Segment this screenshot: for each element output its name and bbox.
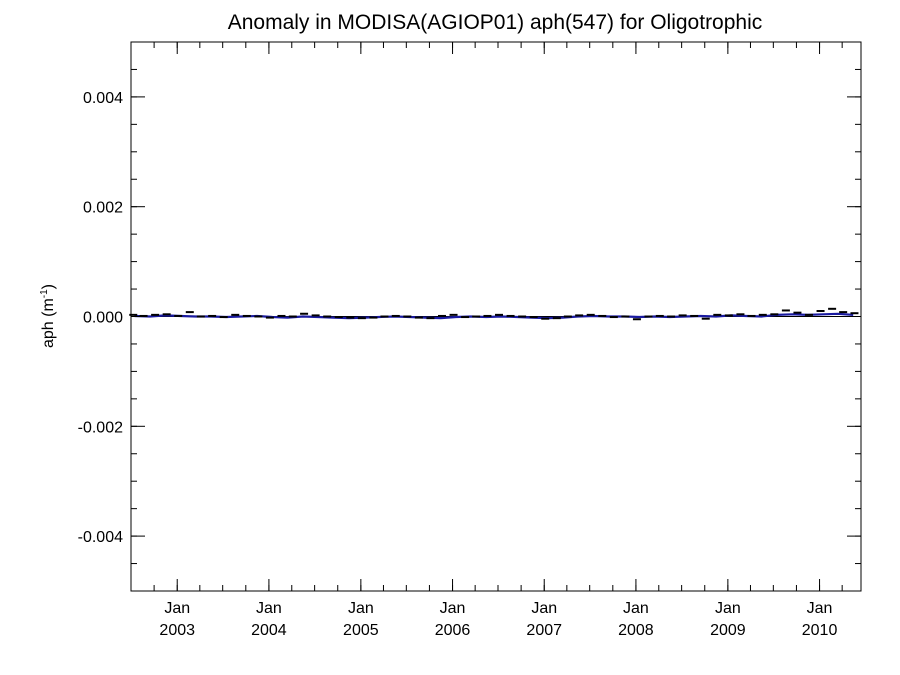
x-tick-label-month: Jan <box>623 600 649 617</box>
x-tick-label-year: 2007 <box>526 622 562 639</box>
x-tick-label-year: 2006 <box>435 622 471 639</box>
x-tick-label-year: 2008 <box>618 622 654 639</box>
x-tick-label-month: Jan <box>256 600 282 617</box>
y-axis-label: aph (m-1) <box>39 284 57 348</box>
x-tick-label-month: Jan <box>531 600 557 617</box>
x-tick-label-year: 2005 <box>343 622 379 639</box>
y-tick-label: -0.002 <box>78 419 123 436</box>
x-tick-label-month: Jan <box>348 600 374 617</box>
chart-title: Anomaly in MODISA(AGIOP01) aph(547) for … <box>228 11 763 34</box>
y-tick-label: -0.004 <box>78 529 123 546</box>
x-tick-label-year: 2004 <box>251 622 287 639</box>
plot-area <box>129 307 861 321</box>
x-tick-label-month: Jan <box>164 600 190 617</box>
x-tick-label-month: Jan <box>715 600 741 617</box>
y-tick-label: 0.000 <box>83 310 123 327</box>
x-tick-label-month: Jan <box>440 600 466 617</box>
y-axis-label-sup: -1 <box>39 289 50 298</box>
x-tick-label-month: Jan <box>807 600 833 617</box>
y-tick-label: 0.002 <box>83 200 123 217</box>
y-axis-label-main: aph (m <box>40 298 57 348</box>
x-tick-label-year: 2010 <box>802 622 838 639</box>
x-tick-label-year: 2009 <box>710 622 746 639</box>
y-tick-label: 0.004 <box>83 90 123 107</box>
y-axis-label-close: ) <box>40 284 57 289</box>
x-tick-label-year: 2003 <box>159 622 195 639</box>
series-0-line <box>134 312 854 320</box>
axes: -0.004 -0.002 0.000 0.002 0.004 Jan 2003 Jan 200… <box>78 41 862 639</box>
